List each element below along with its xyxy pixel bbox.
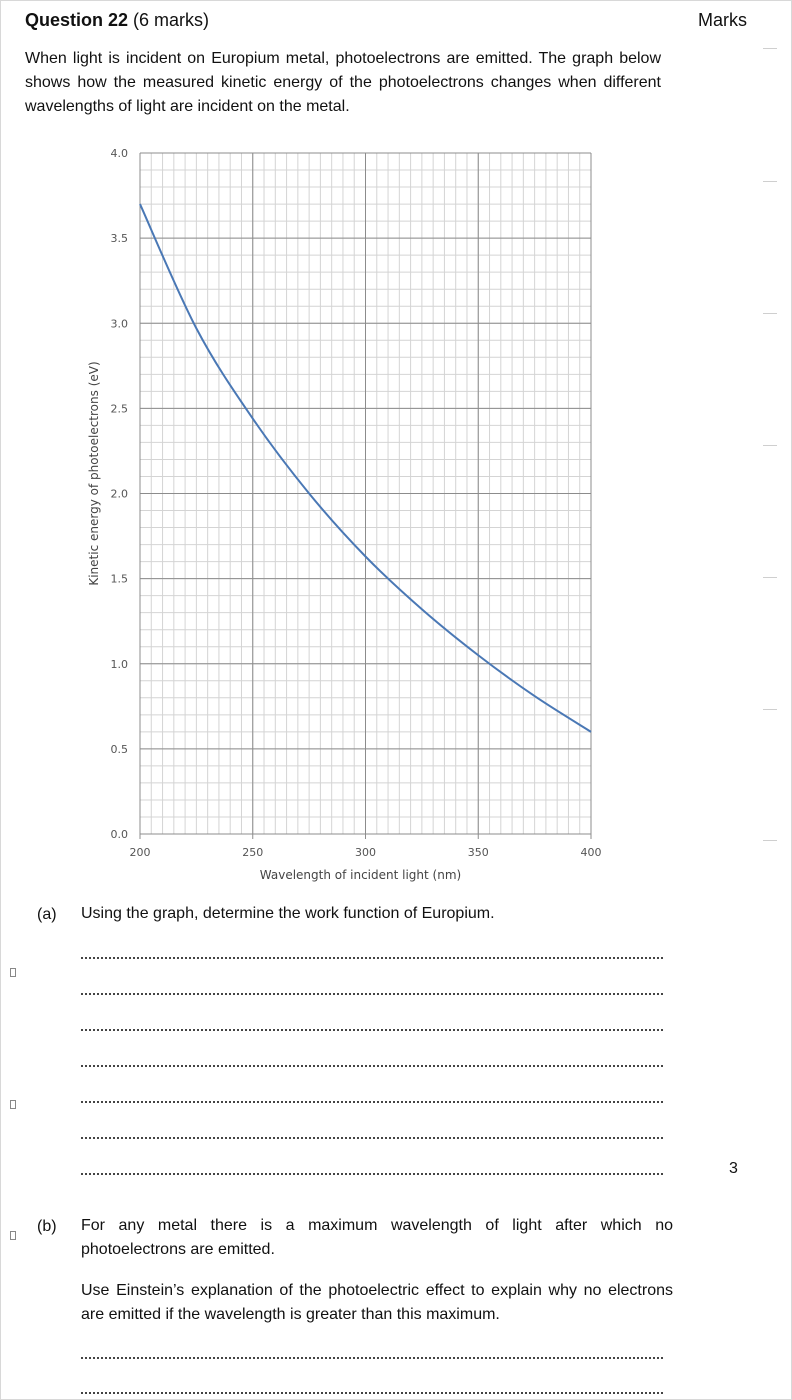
y-tick-label: 3.0 (111, 317, 129, 330)
part-b-text: For any metal there is a maximum wavelen… (81, 1217, 673, 1258)
y-tick-label: 0.0 (111, 828, 129, 841)
margin-tick (763, 48, 777, 49)
margin-tick (763, 709, 777, 710)
y-tick-label: 2.5 (111, 402, 129, 415)
x-tick-label: 350 (468, 846, 489, 859)
y-tick-label: 2.0 (111, 488, 129, 501)
y-tick-labels: 0.0 0.5 1.0 1.5 2.0 2.5 3.0 3.5 4.0 (111, 147, 129, 841)
x-axis-label: Wavelength of incident light (nm) (260, 868, 461, 882)
question-marks: (6 marks) (133, 10, 210, 30)
answer-line[interactable] (81, 1357, 663, 1359)
margin-tick (763, 840, 777, 841)
y-tick-label: 1.0 (111, 658, 129, 671)
major-grid (139, 152, 592, 839)
y-tick-label: 1.5 (111, 573, 129, 586)
answer-line[interactable] (81, 1137, 663, 1139)
part-b-instruction: Use Einstein’s explanation of the photoe… (81, 1282, 673, 1323)
margin-tick (763, 577, 777, 578)
y-tick-label: 3.5 (111, 232, 129, 245)
answer-line[interactable] (81, 1101, 663, 1103)
part-a-label: (a) (37, 906, 57, 923)
kinetic-energy-chart: 0.0 0.5 1.0 1.5 2.0 2.5 3.0 3.5 4.0 200 250 300 350… (87, 147, 602, 882)
part-a-marks: 3 (729, 1160, 738, 1177)
y-tick-label: 0.5 (111, 743, 129, 756)
answer-line[interactable] (81, 1029, 663, 1031)
margin-tick (763, 181, 777, 182)
margin-marker (10, 1231, 16, 1240)
question-number: Question 22 (25, 10, 129, 30)
x-tick-label: 300 (355, 846, 376, 859)
question-title: Question 22 (6 marks) (25, 10, 209, 31)
energy-curve (139, 203, 592, 733)
margin-marker (10, 968, 16, 977)
part-b-label: (b) (37, 1218, 57, 1235)
answer-line[interactable] (81, 1065, 663, 1067)
answer-line[interactable] (81, 1392, 663, 1394)
x-tick-label: 400 (581, 846, 602, 859)
x-tick-label: 200 (130, 846, 151, 859)
answer-line[interactable] (81, 957, 663, 959)
y-axis-label: Kinetic energy of photoelectrons (eV) (87, 361, 101, 585)
x-tick-label: 250 (242, 846, 263, 859)
margin-tick (763, 313, 777, 314)
answer-line[interactable] (81, 1173, 663, 1175)
question-intro: When light is incident on Europium metal… (25, 50, 661, 115)
marks-column-header: Marks (698, 10, 747, 30)
margin-marker (10, 1100, 16, 1109)
x-tick-labels: 200 250 300 350 400 (130, 846, 602, 859)
answer-line[interactable] (81, 993, 663, 995)
part-a-text: Using the graph, determine the work func… (81, 905, 495, 922)
margin-tick (763, 445, 777, 446)
y-tick-label: 4.0 (111, 147, 129, 160)
